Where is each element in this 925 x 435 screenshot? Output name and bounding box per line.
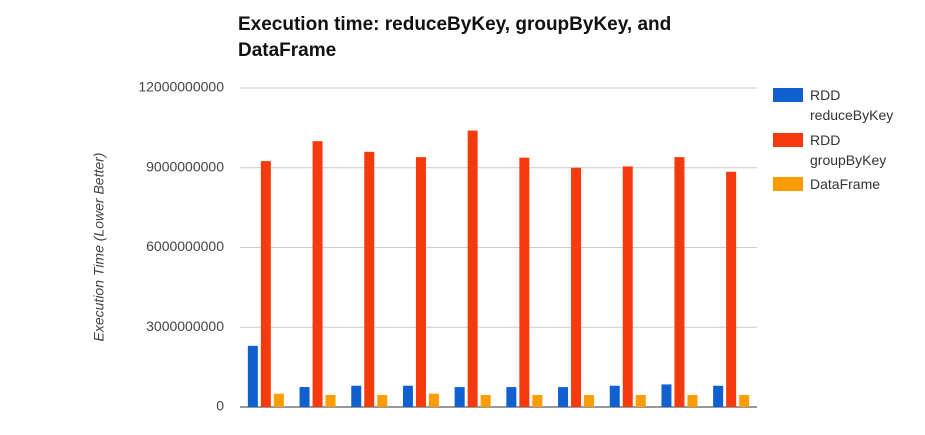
bar xyxy=(713,385,724,407)
bar xyxy=(519,157,530,407)
legend-label: DataFrame xyxy=(810,176,881,192)
bar xyxy=(635,395,646,407)
bar xyxy=(428,393,439,407)
bar xyxy=(273,393,284,407)
bar xyxy=(467,130,478,408)
legend-label: RDD reduceByKey xyxy=(810,87,894,123)
legend-swatch xyxy=(773,133,803,147)
bar xyxy=(506,387,517,407)
bar xyxy=(674,157,685,407)
bar xyxy=(402,385,413,407)
y-axis-label: Execution Time (Lower Better) xyxy=(91,153,107,342)
legend-item: DataFrame xyxy=(773,174,913,194)
bar xyxy=(726,171,737,407)
bar xyxy=(661,384,672,407)
bar xyxy=(377,395,388,407)
bar xyxy=(558,387,569,407)
y-tick-label: 0 xyxy=(216,398,224,414)
bar xyxy=(532,395,543,407)
legend-swatch xyxy=(773,88,803,102)
legend-item: RDD reduceByKey xyxy=(773,85,913,125)
bar xyxy=(325,395,336,407)
bar xyxy=(299,387,310,407)
y-tick-label: 12000000000 xyxy=(138,79,224,95)
bar xyxy=(351,385,362,407)
bar xyxy=(622,166,633,407)
bar xyxy=(364,151,375,407)
bar xyxy=(247,345,258,407)
bar xyxy=(584,395,595,407)
y-tick-label: 9000000000 xyxy=(146,158,224,174)
bar xyxy=(480,395,491,407)
bar xyxy=(739,395,750,407)
bar xyxy=(687,395,698,407)
bar xyxy=(312,141,323,407)
legend-label: RDD groupByKey xyxy=(810,132,887,168)
y-tick-label: 3000000000 xyxy=(146,318,224,334)
legend-item: RDD groupByKey xyxy=(773,130,913,170)
bar xyxy=(609,385,620,407)
bar xyxy=(571,167,582,407)
bar xyxy=(415,157,426,407)
y-tick-label: 6000000000 xyxy=(146,238,224,254)
chart-title: Execution time: reduceByKey, groupByKey,… xyxy=(238,14,672,61)
bar xyxy=(454,387,465,407)
bar xyxy=(260,161,271,407)
legend-swatch xyxy=(773,177,803,191)
